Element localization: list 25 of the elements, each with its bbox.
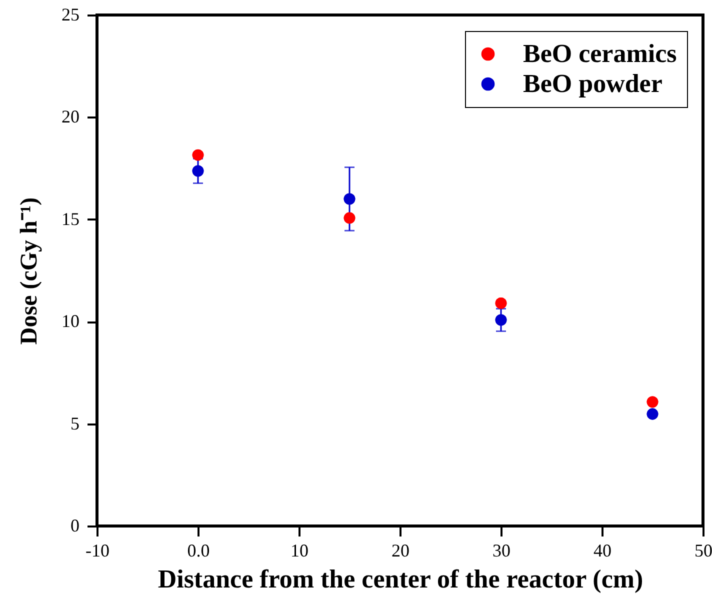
- y-tick-label: 25: [62, 4, 80, 24]
- y-tick-label: 5: [70, 413, 80, 434]
- x-axis-title: Distance from the center of the reactor (cm): [158, 564, 644, 594]
- y-tick-label: 20: [62, 106, 80, 127]
- y-axis-title: Dose (cGy h⁻¹): [16, 197, 42, 345]
- y-tick-label: 10: [62, 311, 80, 332]
- point: [495, 298, 507, 309]
- x-tick-label: 20: [392, 540, 410, 560]
- point: [646, 408, 658, 420]
- point: [192, 149, 204, 161]
- y-tick-label: 15: [62, 208, 80, 229]
- point: [344, 193, 356, 205]
- x-tick-label: -10: [86, 540, 110, 560]
- x-tick-label: 10: [290, 540, 308, 560]
- point: [646, 396, 658, 408]
- x-tick-label: 40: [594, 540, 612, 560]
- point: [192, 165, 204, 177]
- y-tick-label: 0: [70, 516, 80, 536]
- point: [344, 212, 356, 224]
- x-tick-label: 0.0: [187, 540, 210, 560]
- point: [495, 314, 507, 326]
- legend-label: BeO ceramics: [523, 39, 677, 68]
- x-tick-label: 50: [694, 540, 712, 560]
- x-tick-label: 30: [492, 540, 510, 560]
- legend-label: BeO powder: [523, 69, 662, 98]
